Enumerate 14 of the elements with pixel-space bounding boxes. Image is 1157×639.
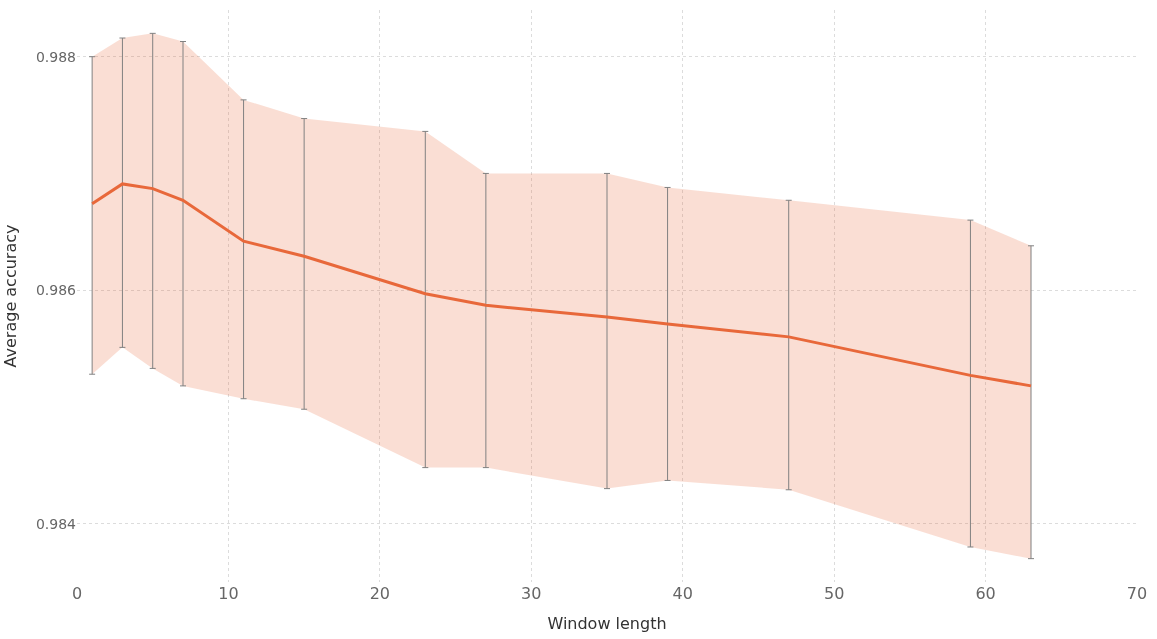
x-tick-label: 30 [521,584,542,603]
y-axis-title: Average accuracy [0,224,20,368]
y-tick-label: 0.986 [35,282,77,299]
x-tick-label: 50 [823,584,845,603]
x-tick-label: 70 [1126,584,1148,603]
line-series [90,182,1033,388]
x-tick-label: 60 [975,584,996,603]
x-tick-label: 0 [71,584,83,603]
x-tick-label: 40 [672,584,693,603]
y-tick-label: 0.984 [35,515,77,532]
x-tick-label: 20 [369,584,391,603]
x-tick-label: 10 [218,584,239,603]
x-axis-title: Window length [547,613,667,633]
y-tick-label: 0.988 [35,48,76,65]
